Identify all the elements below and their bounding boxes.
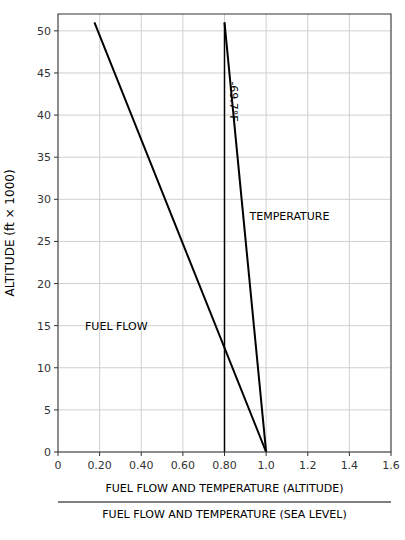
grid-line-x: [266, 14, 267, 452]
y-tick: [54, 452, 58, 453]
x-tick: [99, 452, 100, 456]
background: [0, 0, 405, 540]
x-tick-label: 0: [55, 459, 62, 472]
plot-frame: [58, 14, 391, 452]
axes: 0 0.20 0.40 0.60 0.80 1.0 1.2 1.4 1.6 0 5 10 15 20 25 3…: [37, 25, 400, 472]
y-tick-label: 40: [37, 109, 51, 122]
annotation: TEMPERATURE: [248, 210, 329, 223]
plot-data: [94, 22, 266, 452]
y-tick-label: 50: [37, 25, 51, 38]
y-tick: [54, 241, 58, 242]
series-line: [94, 22, 266, 452]
x-tick: [349, 452, 350, 456]
y-tick: [54, 367, 58, 368]
grid-line-x: [182, 14, 183, 452]
y-tick-label: 35: [37, 151, 51, 164]
y-tick-label: 0: [44, 446, 51, 459]
x-tick: [58, 452, 59, 456]
grid: [58, 14, 391, 452]
x-tick-label: 1.2: [299, 459, 317, 472]
chart: 0 0.20 0.40 0.60 0.80 1.0 1.2 1.4 1.6 0 5 10 15 20 25 3…: [0, 0, 405, 540]
x-tick-label: 1.0: [257, 459, 275, 472]
x-tick: [182, 452, 183, 456]
x-tick-label: 1.4: [341, 459, 359, 472]
reference-line-label: -69.7°F: [227, 81, 240, 121]
y-tick: [54, 325, 58, 326]
x-tick: [307, 452, 308, 456]
grid-line-x: [349, 14, 350, 452]
y-tick: [54, 72, 58, 73]
x-label-separator: [58, 501, 391, 502]
y-tick-label: 20: [37, 278, 51, 291]
annotation: FUEL FLOW: [85, 320, 148, 333]
y-tick-label: 45: [37, 67, 51, 80]
y-tick: [54, 30, 58, 31]
x-tick: [391, 452, 392, 456]
y-tick: [54, 157, 58, 158]
y-tick-label: 5: [44, 404, 51, 417]
y-tick-label: 25: [37, 235, 51, 248]
grid-line-x: [224, 14, 225, 452]
y-tick-label: 10: [37, 362, 51, 375]
x-tick-label: 1.6: [382, 459, 400, 472]
x-tick-label: 0.40: [129, 459, 154, 472]
x-tick: [266, 452, 267, 456]
x-tick: [224, 452, 225, 456]
grid-line-x: [307, 14, 308, 452]
y-tick: [54, 283, 58, 284]
y-tick-label: 30: [37, 193, 51, 206]
y-tick-label: 15: [37, 320, 51, 333]
x-tick-label: 0.60: [171, 459, 196, 472]
y-tick: [54, 199, 58, 200]
x-tick-label: 0.80: [212, 459, 237, 472]
y-axis-label: ALTITUDE (ft × 1000): [3, 169, 17, 296]
x-tick-label: 0.20: [87, 459, 112, 472]
grid-line-x: [99, 14, 100, 452]
annotations: -69.7°F FUEL FLOW TEMPERATURE: [85, 81, 329, 332]
x-tick: [141, 452, 142, 456]
series-line: [225, 22, 267, 452]
reference-line: [224, 22, 226, 452]
y-tick: [54, 409, 58, 410]
grid-line-x: [141, 14, 142, 452]
y-tick: [54, 115, 58, 116]
x-axis-label-bottom: FUEL FLOW AND TEMPERATURE (SEA LEVEL): [102, 508, 346, 521]
x-axis-label-top: FUEL FLOW AND TEMPERATURE (ALTITUDE): [105, 482, 343, 495]
